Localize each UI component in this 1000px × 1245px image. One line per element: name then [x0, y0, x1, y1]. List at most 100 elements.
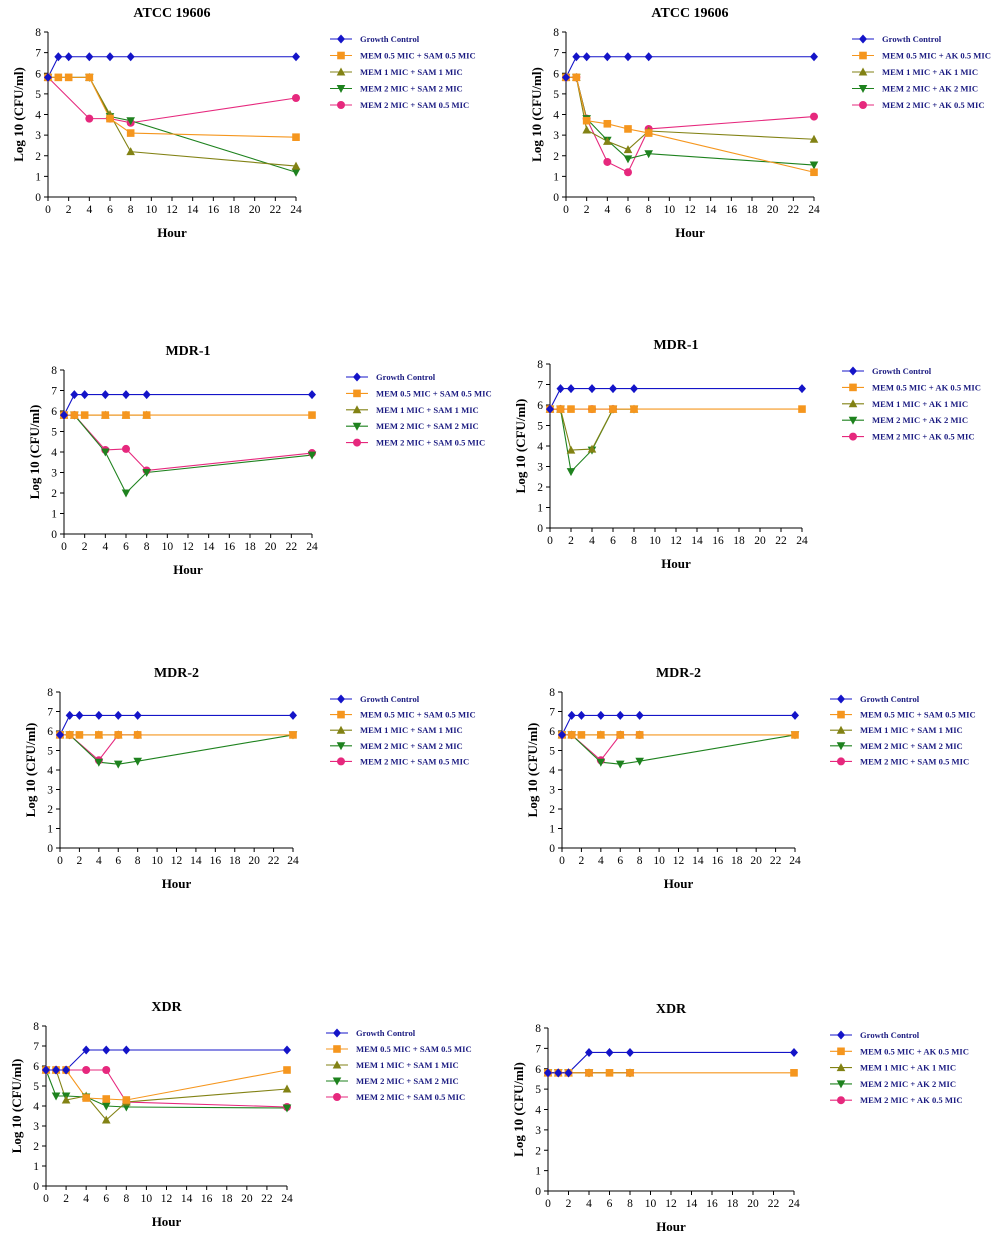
- legend-marker: [837, 694, 845, 704]
- x-tick-label: 20: [750, 855, 762, 867]
- series-line: [48, 76, 297, 138]
- data-point: [566, 445, 576, 454]
- data-point: [80, 411, 89, 419]
- data-point: [292, 94, 300, 102]
- y-tick-label: 7: [51, 386, 57, 398]
- data-point: [623, 145, 633, 154]
- y-tick-label: 3: [553, 130, 559, 142]
- series-line: [550, 408, 634, 451]
- x-tick-label: 0: [547, 535, 553, 547]
- data-point: [644, 52, 653, 62]
- y-tick-label: 1: [553, 171, 559, 183]
- y-tick-label: 0: [537, 523, 543, 535]
- data-point: [126, 147, 135, 156]
- legend-label: MEM 2 MIC + AK 0.5 MIC: [872, 432, 975, 442]
- y-tick-label: 5: [549, 746, 555, 758]
- legend-label: MEM 2 MIC + SAM 2 MIC: [860, 741, 963, 751]
- y-tick-label: 8: [51, 365, 57, 377]
- y-tick-label: 0: [553, 192, 559, 204]
- y-tick-label: 1: [47, 824, 53, 836]
- x-tick-label: 6: [123, 541, 129, 553]
- data-point: [114, 731, 123, 739]
- data-point: [133, 731, 142, 739]
- data-point: [588, 384, 596, 394]
- legend-label: MEM 2 MIC + SAM 0.5 MIC: [860, 756, 969, 766]
- legend-label: Growth Control: [872, 366, 932, 376]
- x-tick-label: 0: [43, 1193, 49, 1205]
- legend-label: MEM 2 MIC + SAM 2 MIC: [356, 1076, 459, 1086]
- x-tick-label: 4: [86, 204, 92, 216]
- chart-title: XDR: [151, 1000, 182, 1015]
- x-tick-label: 22: [770, 855, 782, 867]
- x-tick-label: 16: [726, 204, 738, 216]
- data-point: [644, 150, 653, 159]
- data-point: [624, 52, 632, 62]
- x-axis-label: Hour: [664, 876, 694, 891]
- data-point: [291, 161, 301, 170]
- legend-marker: [336, 725, 346, 734]
- legend-marker: [333, 1028, 341, 1038]
- legend-label: MEM 2 MIC + SAM 2 MIC: [360, 741, 463, 751]
- y-tick-label: 2: [33, 1141, 39, 1153]
- legend-label: Growth Control: [356, 1028, 416, 1038]
- x-tick-label: 20: [248, 855, 260, 867]
- x-tick-label: 2: [66, 204, 72, 216]
- data-point: [85, 114, 94, 123]
- x-tick-label: 24: [281, 1193, 293, 1205]
- data-point: [616, 710, 625, 720]
- data-point: [603, 136, 612, 145]
- x-tick-label: 24: [290, 204, 302, 216]
- data-point: [605, 1047, 614, 1057]
- legend-marker: [858, 67, 868, 76]
- data-point: [82, 1066, 91, 1074]
- legend-marker: [337, 51, 345, 60]
- legend: Growth Control MEM 0.5 MIC + SAM 0.5 MIC M…: [346, 372, 492, 448]
- x-tick-label: 22: [270, 204, 282, 216]
- data-point: [292, 133, 300, 141]
- x-tick-label: 22: [775, 535, 787, 547]
- legend-marker: [337, 710, 345, 719]
- y-tick-label: 7: [553, 48, 559, 60]
- x-tick-label: 0: [57, 855, 63, 867]
- series-line: [566, 76, 815, 151]
- legend-label: MEM 1 MIC + AK 1 MIC: [860, 1063, 956, 1073]
- x-tick-label: 12: [673, 855, 685, 867]
- series-line: [46, 1049, 287, 1071]
- y-tick-label: 0: [549, 843, 555, 855]
- series-line: [548, 1051, 794, 1074]
- data-point: [635, 757, 644, 766]
- x-tick-label: 12: [166, 204, 178, 216]
- legend-label: MEM 0.5 MIC + SAM 0.5 MIC: [376, 388, 492, 398]
- legend-label: Growth Control: [860, 694, 920, 704]
- y-tick-label: 6: [35, 68, 41, 80]
- y-tick-label: 5: [35, 89, 41, 101]
- x-tick-label: 10: [645, 1198, 657, 1210]
- data-point: [562, 72, 570, 82]
- chart-title: ATCC 19606: [133, 6, 210, 21]
- y-tick-label: 4: [33, 1101, 39, 1113]
- legend: Growth Control MEM 0.5 MIC + SAM 0.5 MIC M…: [330, 34, 476, 110]
- legend-marker: [353, 438, 361, 447]
- x-tick-label: 18: [229, 855, 241, 867]
- legend-marker: [336, 742, 346, 751]
- data-point: [564, 1068, 573, 1078]
- y-tick-label: 5: [47, 746, 53, 758]
- data-point: [566, 468, 576, 477]
- x-tick-label: 12: [665, 1198, 677, 1210]
- data-point: [624, 125, 632, 133]
- x-tick-label: 2: [568, 535, 574, 547]
- x-tick-label: 16: [224, 541, 236, 553]
- data-point: [133, 757, 142, 766]
- legend-marker: [836, 742, 846, 751]
- y-tick-label: 3: [549, 785, 555, 797]
- series-line: [549, 388, 802, 410]
- x-tick-label: 20: [241, 1193, 253, 1205]
- legend-marker: [337, 694, 345, 704]
- x-tick-label: 18: [733, 535, 745, 547]
- series-line: [64, 414, 313, 494]
- legend-label: MEM 0.5 MIC + SAM 0.5 MIC: [360, 51, 476, 61]
- legend-label: MEM 2 MIC + AK 0.5 MIC: [860, 1095, 963, 1105]
- x-tick-label: 16: [210, 855, 222, 867]
- data-point: [54, 52, 63, 62]
- legend-label: MEM 2 MIC + SAM 2 MIC: [376, 421, 479, 431]
